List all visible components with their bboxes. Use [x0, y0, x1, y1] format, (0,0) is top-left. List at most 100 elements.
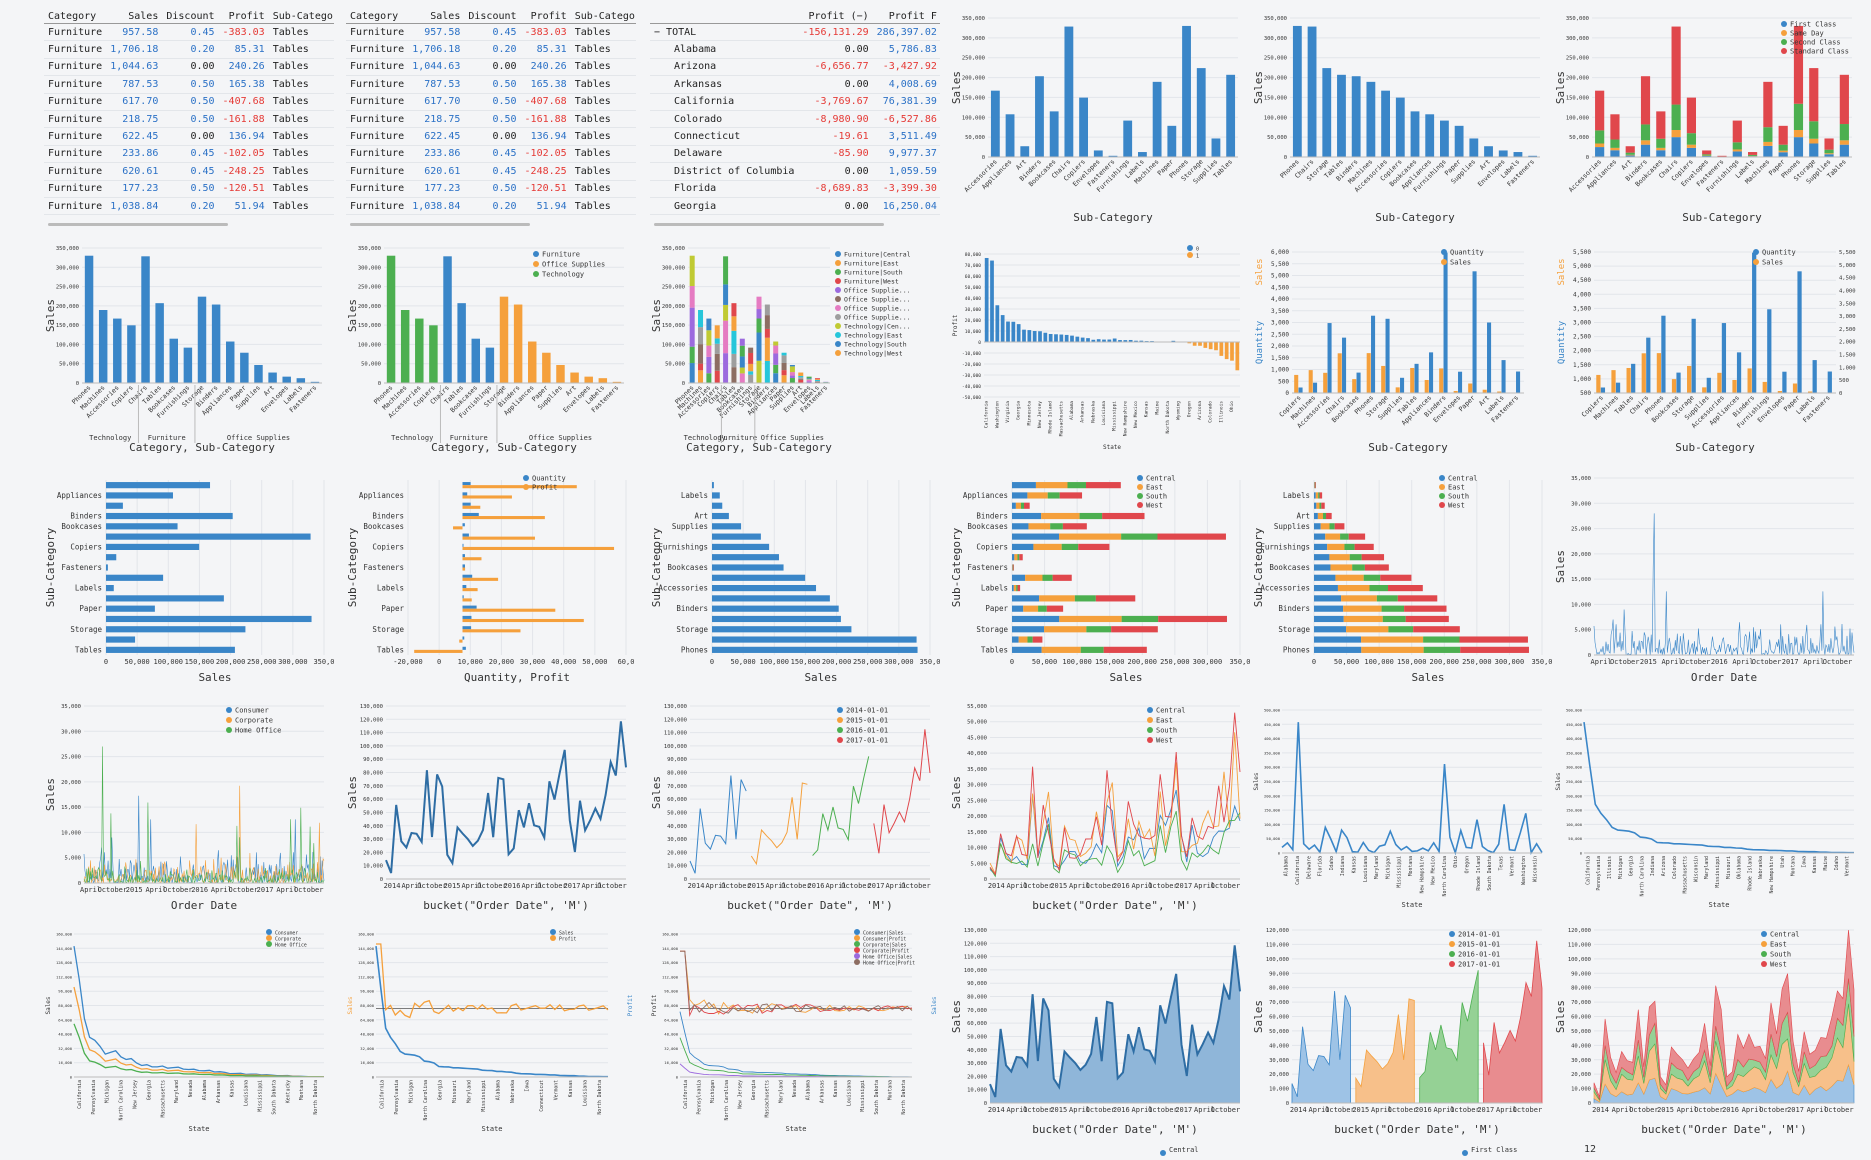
table-row[interactable]: Furniture 218.75 0.50 -161.88 Tables	[346, 110, 636, 129]
table-cell: 0.50	[464, 93, 521, 111]
collapse-icon[interactable]: −	[654, 26, 667, 38]
table-row[interactable]: Furniture 620.61 0.45 -248.25 Tables	[346, 162, 636, 181]
table-row[interactable]: Furniture 1,044.63 0.00 240.26 Tables	[44, 58, 334, 77]
y-tick-label: Binders	[372, 512, 404, 521]
column-header[interactable]: Sales	[106, 10, 163, 24]
pivot-row[interactable]: Alabama 0.00 5,786.83	[650, 40, 940, 59]
bar	[1484, 146, 1493, 157]
horizontal-scrollbar[interactable]	[48, 223, 228, 226]
column-header[interactable]: Profit	[218, 10, 269, 24]
legend-marker	[835, 350, 841, 356]
x-tick-label: Michigan	[1385, 856, 1391, 879]
x-tick-label: 40,000	[551, 658, 576, 666]
pivot-row[interactable]: Connecticut -19.61 3,511.49	[650, 127, 940, 146]
bar-segment	[806, 379, 812, 380]
column-header[interactable]: Discount	[464, 10, 521, 24]
table-row[interactable]: Furniture 617.70 0.50 -407.68 Tables	[346, 93, 636, 111]
y-tick-label: 96,000	[360, 989, 374, 994]
column-header[interactable]: Sub-Category	[570, 10, 636, 24]
table-row[interactable]: Furniture 177.23 0.50 -120.51 Tables	[346, 180, 636, 198]
bar-quantity	[1400, 377, 1405, 393]
bar	[1020, 146, 1030, 157]
column-header[interactable]: Category	[346, 10, 409, 24]
y-tick-label: 160,000	[358, 932, 375, 937]
x-tick-label: 2017	[1787, 1106, 1804, 1114]
x-tick-label: Alabama	[1284, 856, 1290, 876]
legend-label: Consumer|Profit	[863, 937, 906, 943]
table-row[interactable]: Furniture 617.70 0.50 -407.68 Tables	[44, 93, 334, 111]
table-row[interactable]: Furniture 622.45 0.00 136.94 Tables	[346, 127, 636, 146]
bar-quantity	[462, 543, 464, 547]
table-row[interactable]: Furniture 1,038.84 0.20 51.94 Tables	[44, 197, 334, 216]
legend-label: Quantity	[1450, 249, 1484, 257]
bar-quantity	[1371, 315, 1376, 393]
pivot-row[interactable]: District of Columbia 0.00 1,059.59	[650, 162, 940, 181]
column-header[interactable]: Discount	[162, 10, 219, 24]
x-tick-label: April	[1132, 1106, 1153, 1114]
legend-marker	[835, 323, 841, 329]
y-axis-title: Sales	[1554, 550, 1567, 583]
legend-label: Office Supplie...	[844, 287, 911, 295]
bar-segment	[814, 378, 820, 380]
horizontal-scrollbar[interactable]	[654, 223, 884, 226]
detail-table-panel-1: CategorySalesDiscountProfitSub-Category …	[44, 10, 334, 230]
x-tick-label: 2015	[1640, 658, 1657, 666]
x-axis-title: Category, Sub-Category	[686, 441, 832, 454]
table-row[interactable]: Furniture 787.53 0.50 165.38 Tables	[346, 75, 636, 94]
legend-marker	[226, 727, 232, 733]
pivot-row[interactable]: Arkansas 0.00 4,008.69	[650, 75, 940, 94]
table-row[interactable]: Furniture 218.75 0.50 -161.88 Tables	[44, 110, 334, 129]
table-row[interactable]: Furniture 233.86 0.45 -102.05 Tables	[44, 145, 334, 164]
bar	[106, 502, 123, 509]
legend-label: East	[1770, 941, 1787, 949]
pivot-row[interactable]: Colorado -8,980.90 -6,527.86	[650, 110, 940, 129]
y-tick-label: 90,000	[1571, 971, 1591, 977]
x-tick-label: North Carolina	[1639, 856, 1645, 897]
table-cell: 0.50	[162, 180, 219, 198]
legend-label: Furniture|Central	[844, 251, 911, 259]
pivot-row[interactable]: California -3,769.67 76,381.39	[650, 93, 940, 111]
pivot-row[interactable]: Georgia 0.00 16,250.04	[650, 197, 940, 216]
horizontal-scrollbar[interactable]	[350, 223, 530, 226]
y-tick-label: 300,000	[358, 265, 381, 271]
chart-panel-c4: 0 50,000 100,000 150,000 200,000 250,000 300,0…	[44, 240, 334, 455]
table-row[interactable]: Furniture 1,038.84 0.20 51.94 Tables	[346, 197, 636, 216]
table-row[interactable]: Furniture 233.86 0.45 -102.05 Tables	[346, 145, 636, 164]
table-row[interactable]: Furniture 957.58 0.45 -383.03 Tables	[44, 23, 334, 42]
y-tick-label: 90,000	[667, 757, 687, 763]
table-row[interactable]: Furniture 1,044.63 0.00 240.26 Tables	[346, 58, 636, 77]
pivot-row[interactable]: Florida -8,689.83 -3,399.30	[650, 180, 940, 198]
column-header[interactable]: Profit	[520, 10, 571, 24]
y-tick-label: Binders	[70, 512, 102, 521]
pivot-cell: 16,250.04	[872, 197, 940, 216]
x-tick-label: Idaho	[1834, 856, 1840, 871]
x-tick-label: North Carolina	[119, 1080, 125, 1121]
chart-panel-s4: 0 16,000 32,000 48,000 64,000 80,000 96,000 112…	[346, 922, 636, 1137]
table-row[interactable]: Furniture 1,706.18 0.20 85.31 Tables	[346, 40, 636, 59]
bar-segment	[748, 352, 754, 364]
series-line	[1281, 722, 1543, 856]
pivot-row[interactable]: Delaware -85.90 9,977.37	[650, 145, 940, 164]
table-row[interactable]: Furniture 620.61 0.45 -248.25 Tables	[44, 162, 334, 181]
table-cell: Tables	[268, 58, 334, 77]
legend-label: Quantity	[1762, 249, 1796, 257]
chart-panel-a1: 0 10,000 20,000 30,000 40,000 50,000 60,000 70,…	[950, 922, 1250, 1137]
y-tick-label: 250,000	[662, 285, 685, 291]
x-tick-label: Kansas	[1812, 856, 1818, 873]
legend-label: 2016-01-01	[1458, 951, 1500, 959]
column-header[interactable]: Sales	[408, 10, 465, 24]
table-row[interactable]: Furniture 957.58 0.45 -383.03 Tables	[346, 23, 636, 42]
bar-segment	[1314, 585, 1338, 592]
column-header[interactable]: Category	[44, 10, 107, 24]
pivot-row[interactable]: Arizona -6,656.77 -3,427.92	[650, 58, 940, 77]
table-row[interactable]: Furniture 1,706.18 0.20 85.31 Tables	[44, 40, 334, 59]
table-row[interactable]: Furniture 787.53 0.50 165.38 Tables	[44, 75, 334, 94]
page-number: 12	[1584, 1144, 1597, 1155]
bar-segment	[1748, 154, 1758, 156]
legend-label: Profit	[559, 937, 576, 943]
column-header[interactable]: Sub-Category	[268, 10, 334, 24]
table-row[interactable]: Furniture 622.45 0.00 136.94 Tables	[44, 127, 334, 146]
bar	[1006, 321, 1010, 342]
x-tick-label: 2017	[1477, 1106, 1494, 1114]
table-row[interactable]: Furniture 177.23 0.50 -120.51 Tables	[44, 180, 334, 198]
